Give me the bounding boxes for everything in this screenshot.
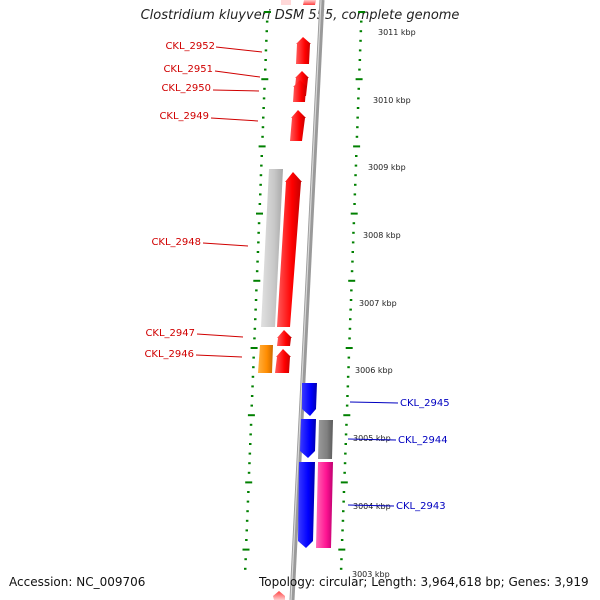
map-title: Clostridium kluyveri DSM 555, complete g…: [140, 8, 460, 23]
kbp-label: 3005 kbp: [353, 434, 391, 443]
gene-label-ckl-2946[interactable]: CKL_2946: [144, 349, 194, 360]
gene-ckl-2948[interactable]: [277, 172, 302, 327]
leader-ckl-2949: [210, 117, 259, 122]
leader-ckl-2943: [347, 504, 395, 507]
kbp-label: 3007 kbp: [359, 299, 397, 308]
topology-text: Topology: circular; Length: 3,964,618 bp…: [259, 575, 589, 589]
leader-ckl-2946: [195, 354, 243, 358]
kbp-label: 3006 kbp: [355, 366, 393, 375]
gene-label-ckl-2951[interactable]: CKL_2951: [163, 64, 213, 75]
gene-label-ckl-2943[interactable]: CKL_2943: [396, 501, 446, 512]
gene-label-ckl-2945[interactable]: CKL_2945: [400, 398, 450, 409]
gene-label-ckl-2950[interactable]: CKL_2950: [161, 83, 211, 94]
leader-ckl-2951: [214, 70, 261, 78]
gene-gray-block[interactable]: [261, 169, 283, 327]
kbp-label: 3010 kbp: [373, 96, 411, 105]
gene-dark-gray-block[interactable]: [318, 420, 333, 459]
inner-tick-track: [242, 11, 271, 570]
gene-fragment-top: [303, 0, 316, 5]
gene-label-ckl-2949[interactable]: CKL_2949: [159, 111, 209, 122]
gene-label-ckl-2944[interactable]: CKL_2944: [398, 435, 448, 446]
kbp-label: 3011 kbp: [378, 28, 416, 37]
outer-tick-track: [338, 11, 366, 570]
gene-ckl-2945[interactable]: [302, 383, 317, 416]
leader-ckl-2950: [212, 89, 260, 92]
genome-backbone: [289, 0, 325, 600]
gene-ckl-2946[interactable]: [275, 349, 291, 373]
gene-orange-block[interactable]: [258, 345, 273, 373]
kbp-label: 3009 kbp: [368, 163, 406, 172]
gene-ckl-2943[interactable]: [298, 462, 315, 548]
leader-ckl-2947: [196, 333, 244, 338]
gene-fragment-bottom: [273, 591, 285, 600]
gene-ckl-2950[interactable]: [293, 80, 307, 102]
leader-ckl-2948: [202, 242, 249, 247]
leader-ckl-2944: [347, 438, 397, 441]
kbp-label: 3008 kbp: [363, 231, 401, 240]
gene-label-ckl-2952[interactable]: CKL_2952: [165, 41, 215, 52]
kbp-label: 3004 kbp: [353, 502, 391, 511]
gene-label-ckl-2948[interactable]: CKL_2948: [151, 237, 201, 248]
gene-fragment-top-left: [281, 0, 291, 5]
gene-ckl-2947[interactable]: [277, 330, 292, 346]
accession-text: Accession: NC_009706: [9, 575, 146, 589]
leader-ckl-2945: [349, 401, 399, 404]
kbp-label: 3003 kbp: [352, 570, 390, 579]
gene-ckl-2949[interactable]: [290, 110, 306, 141]
gene-ckl-2952[interactable]: [296, 37, 311, 64]
gene-pink-block[interactable]: [316, 462, 333, 548]
gene-label-ckl-2947[interactable]: CKL_2947: [145, 328, 195, 339]
gene-ckl-2944[interactable]: [300, 419, 316, 458]
leader-ckl-2952: [215, 46, 263, 53]
